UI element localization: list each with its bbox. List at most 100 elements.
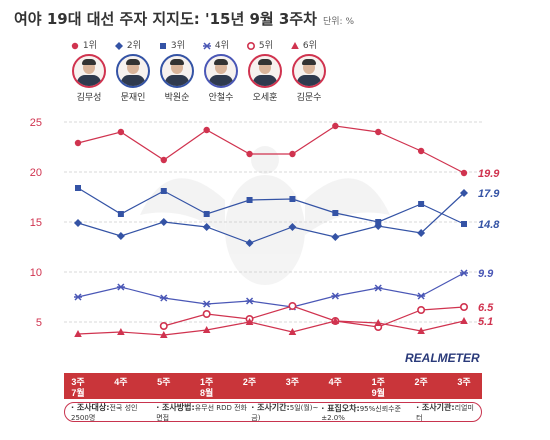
candidate-name: 문재인 <box>120 93 146 103</box>
y-tick-label: 10 <box>30 267 42 279</box>
footer-item: · 조사기간:5일(월)~금) <box>251 402 319 422</box>
filled-circle-icon <box>71 42 79 49</box>
end-value-label: 17.9 <box>478 188 500 200</box>
data-point-3 <box>160 188 167 194</box>
legend-item: 4위 <box>202 38 229 51</box>
data-point-1 <box>289 150 296 158</box>
data-point-6 <box>460 317 468 324</box>
x-tick-label: 2주 <box>243 377 256 387</box>
data-point-4 <box>331 292 340 300</box>
data-point-3 <box>461 221 467 227</box>
data-point-3 <box>375 219 382 225</box>
candidate-card: 김문수 <box>290 54 328 103</box>
unit-label: 단위: % <box>322 17 354 27</box>
open-circle-icon <box>246 41 256 50</box>
footer-item: · 표집오차:95%신뢰수준±2.0% <box>321 403 402 422</box>
footer-item: · 조사방법:유무선 RDD 전화면접 <box>156 402 247 422</box>
data-point-2 <box>417 229 426 237</box>
data-point-2 <box>331 233 340 241</box>
data-point-6 <box>331 317 340 324</box>
data-point-6 <box>117 328 125 335</box>
footer-item: · 조사기관:리얼미터 <box>416 402 474 422</box>
data-point-3 <box>418 201 425 207</box>
eagle-watermark-icon <box>140 146 390 285</box>
data-point-2 <box>74 219 82 227</box>
series-line-1 <box>77 125 465 174</box>
x-tick-label: 4주 <box>329 377 342 387</box>
x-tick-label: 1주 9월 <box>372 377 385 398</box>
legend-label: 1위 <box>80 41 97 51</box>
end-value-label: 9.9 <box>478 268 494 280</box>
x-tick-label: 3주 7월 <box>71 377 84 398</box>
data-point-4 <box>116 283 125 291</box>
legend-item: 2위 <box>114 38 141 51</box>
data-point-4 <box>74 293 82 301</box>
data-point-4 <box>417 292 426 300</box>
x-tick-label: 5주 <box>157 377 170 387</box>
data-point-3 <box>203 211 210 217</box>
data-point-3 <box>289 196 296 202</box>
end-value-label: 5.1 <box>478 316 493 328</box>
legend-item: 6위 <box>290 38 317 51</box>
data-point-3 <box>117 211 124 217</box>
candidate-name: 박원순 <box>164 93 190 103</box>
data-point-1 <box>160 156 167 164</box>
data-point-5 <box>417 305 426 314</box>
data-point-3 <box>75 185 81 191</box>
x-tick-label: 2주 <box>414 377 427 387</box>
avatar <box>116 54 150 88</box>
x-tick-label: 3주 <box>457 377 470 387</box>
series-line-5 <box>163 305 465 328</box>
y-tick-label: 25 <box>30 117 42 129</box>
data-point-2 <box>116 232 125 240</box>
data-point-5 <box>459 302 468 311</box>
candidate-card: 박원순 <box>158 54 196 103</box>
y-tick-label: 5 <box>36 317 42 329</box>
legend-label: 4위 <box>212 41 229 51</box>
data-point-1 <box>74 139 82 147</box>
legend-item: 5위 <box>246 38 273 51</box>
asterisk-icon <box>203 41 211 50</box>
data-point-5 <box>159 321 168 330</box>
y-tick-label: 20 <box>30 167 42 179</box>
data-point-4 <box>460 269 468 277</box>
data-point-6 <box>159 331 168 338</box>
data-point-5 <box>288 301 297 310</box>
end-value-label: 14.8 <box>478 219 500 231</box>
candidate-name: 오세훈 <box>252 93 278 103</box>
series-line-2 <box>77 192 465 244</box>
survey-info-footer: · 조사대상:전국 성인 2500명 · 조사방법:유무선 RDD 전화면접 · 조… <box>64 402 482 422</box>
candidate-card: 안철수 <box>202 54 240 103</box>
series-line-3 <box>77 187 465 225</box>
candidate-card: 김무성 <box>70 54 108 103</box>
data-point-6 <box>74 330 82 337</box>
data-point-3 <box>246 197 253 203</box>
candidate-card: 문재인 <box>114 54 152 103</box>
data-point-4 <box>202 300 211 308</box>
x-tick-label: 3주 <box>286 377 299 387</box>
data-point-6 <box>374 319 383 326</box>
legend-item: 3위 <box>158 38 185 51</box>
x-tick-label: 4주 <box>114 377 127 387</box>
data-point-1 <box>332 122 339 130</box>
data-point-6 <box>202 326 211 333</box>
candidate-name: 김무성 <box>76 93 102 103</box>
data-point-4 <box>245 297 254 305</box>
candidate-name: 안철수 <box>208 93 234 103</box>
data-point-2 <box>460 189 468 197</box>
data-point-1 <box>203 126 210 134</box>
end-value-label: 19.9 <box>478 168 500 180</box>
data-point-4 <box>159 294 168 302</box>
x-tick-label: 1주 8월 <box>200 377 213 398</box>
data-point-1 <box>460 169 468 177</box>
data-point-1 <box>417 147 425 155</box>
candidate-avatars: 김무성 문재인 박원순 안철수 오세훈 김문수 <box>70 54 370 106</box>
avatar <box>160 54 194 88</box>
candidate-name: 김문수 <box>296 93 322 103</box>
data-point-5 <box>202 309 211 318</box>
watermark-text: REALMETER <box>405 351 480 365</box>
end-value-label: 6.5 <box>478 302 494 314</box>
legend: 1위 2위 3위 4위 5위 6위 <box>70 38 530 54</box>
data-point-1 <box>246 150 253 158</box>
legend-label: 2위 <box>124 41 141 51</box>
